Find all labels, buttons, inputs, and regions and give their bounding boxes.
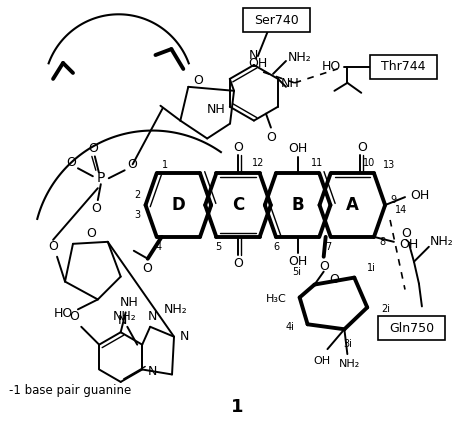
- Text: O: O: [233, 257, 243, 270]
- Text: O: O: [69, 310, 79, 323]
- Text: O: O: [142, 262, 152, 275]
- Text: NH₂: NH₂: [112, 310, 136, 323]
- Text: N: N: [147, 310, 157, 323]
- Text: C: C: [232, 196, 244, 214]
- Text: HO: HO: [322, 61, 341, 74]
- Text: H₃C: H₃C: [266, 295, 287, 304]
- Text: Gln750: Gln750: [389, 322, 434, 335]
- Text: NH: NH: [207, 103, 225, 116]
- Text: 1i: 1i: [367, 263, 376, 273]
- FancyBboxPatch shape: [378, 316, 445, 340]
- Text: O: O: [48, 240, 58, 253]
- Text: B: B: [292, 196, 304, 214]
- Text: 8: 8: [379, 237, 385, 247]
- Text: HO: HO: [54, 307, 73, 320]
- Text: OH: OH: [248, 58, 267, 71]
- FancyBboxPatch shape: [370, 55, 437, 79]
- Text: A: A: [346, 196, 359, 214]
- Text: OH: OH: [313, 356, 330, 366]
- Text: 6: 6: [273, 242, 279, 252]
- Text: OH: OH: [288, 255, 307, 268]
- Text: O: O: [266, 131, 276, 144]
- Text: OH: OH: [288, 142, 307, 155]
- Text: NH₂: NH₂: [164, 303, 187, 316]
- Text: 4i: 4i: [286, 322, 295, 332]
- Text: N: N: [249, 49, 259, 61]
- Text: OH: OH: [410, 189, 429, 202]
- Text: NH: NH: [119, 296, 138, 309]
- Text: O: O: [329, 273, 339, 286]
- Text: 11: 11: [311, 158, 323, 168]
- Text: N: N: [118, 314, 128, 327]
- Text: 10: 10: [363, 158, 375, 168]
- Text: 3: 3: [135, 210, 141, 220]
- Text: O: O: [91, 202, 101, 215]
- Text: Thr744: Thr744: [381, 61, 426, 74]
- Text: D: D: [172, 196, 185, 214]
- Text: 7: 7: [326, 242, 332, 252]
- Text: O: O: [193, 74, 203, 87]
- Text: 12: 12: [252, 158, 264, 168]
- Text: O: O: [319, 260, 328, 273]
- Text: O: O: [66, 156, 76, 169]
- Text: O: O: [357, 141, 367, 154]
- Text: NH₂: NH₂: [288, 51, 312, 64]
- FancyBboxPatch shape: [243, 8, 310, 32]
- Text: 13: 13: [383, 160, 395, 170]
- Text: O: O: [88, 142, 98, 155]
- Text: 1: 1: [231, 398, 243, 416]
- Text: NH₂: NH₂: [339, 359, 360, 369]
- Text: P: P: [97, 171, 105, 185]
- Text: -1 base pair guanine: -1 base pair guanine: [9, 384, 132, 397]
- Text: Ser740: Ser740: [254, 14, 299, 27]
- Text: O: O: [128, 158, 137, 171]
- Text: 2i: 2i: [381, 304, 390, 314]
- Text: 4: 4: [155, 242, 162, 252]
- Text: NH₂: NH₂: [430, 235, 454, 249]
- Text: 14: 14: [395, 205, 407, 215]
- Text: O: O: [401, 227, 411, 240]
- Text: 3i: 3i: [343, 339, 352, 349]
- Text: O: O: [233, 141, 243, 154]
- Text: N: N: [179, 330, 189, 343]
- Text: OH: OH: [399, 238, 419, 251]
- Text: 9: 9: [390, 195, 396, 205]
- Text: 5: 5: [215, 242, 221, 252]
- Text: 2: 2: [135, 190, 141, 200]
- Text: N: N: [147, 365, 157, 378]
- Text: 5i: 5i: [292, 267, 301, 276]
- Text: 1: 1: [162, 160, 168, 170]
- Text: NH: NH: [281, 77, 299, 90]
- Text: O: O: [86, 227, 96, 240]
